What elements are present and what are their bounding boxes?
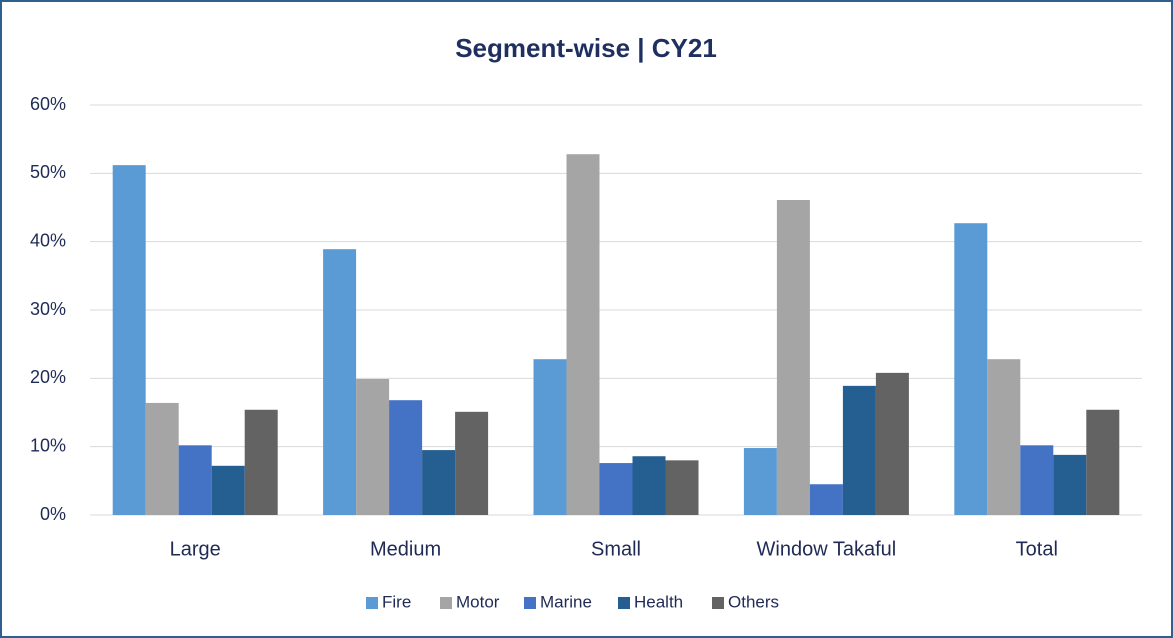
bar [211, 465, 245, 515]
bar [323, 249, 357, 515]
legend-swatch [440, 597, 452, 609]
y-tick-label: 10% [30, 435, 66, 455]
legend-swatch [712, 597, 724, 609]
x-tick-label: Small [591, 538, 641, 560]
bar [244, 409, 278, 515]
bar [178, 445, 212, 515]
legend-swatch [524, 597, 536, 609]
bar [112, 165, 146, 515]
y-tick-label: 20% [30, 367, 66, 387]
bar [776, 199, 810, 515]
bar [665, 460, 699, 515]
y-tick-label: 50% [30, 162, 66, 182]
bar [1086, 409, 1120, 515]
bar [743, 448, 777, 515]
bar [599, 463, 633, 515]
bar [566, 154, 600, 515]
bar [875, 372, 909, 515]
x-tick-label: Total [1016, 538, 1058, 560]
bar [1053, 454, 1087, 515]
bar [809, 484, 843, 515]
bar [1020, 445, 1054, 515]
legend-swatch [618, 597, 630, 609]
legend-label: Motor [456, 592, 500, 611]
legend-label: Others [728, 592, 779, 611]
y-tick-label: 40% [30, 230, 66, 250]
bar [356, 379, 390, 515]
chart-title: Segment-wise | CY21 [455, 33, 717, 63]
y-tick-label: 0% [40, 504, 66, 524]
y-tick-label: 60% [30, 94, 66, 114]
y-tick-label: 30% [30, 299, 66, 319]
bar [389, 400, 423, 515]
bar [954, 223, 988, 515]
bar [533, 359, 567, 515]
x-tick-label: Large [170, 538, 221, 560]
legend-swatch [366, 597, 378, 609]
legend-label: Fire [382, 592, 411, 611]
bar [455, 411, 489, 515]
bar [987, 359, 1021, 515]
bar [842, 385, 876, 515]
bar [422, 450, 456, 515]
x-tick-label: Window Takaful [757, 538, 897, 560]
bar [632, 456, 666, 515]
x-tick-label: Medium [370, 538, 441, 560]
legend-label: Health [634, 592, 683, 611]
legend-label: Marine [540, 592, 592, 611]
bar [145, 402, 179, 515]
